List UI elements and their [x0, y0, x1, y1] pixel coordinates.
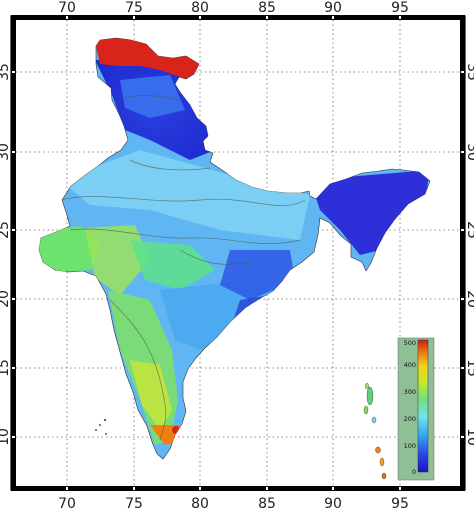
andaman-islands [363, 382, 387, 480]
island-dots [95, 418, 107, 435]
lat-label-right-25: 25 [464, 221, 474, 239]
longitude-labels-top: 70 75 80 85 90 95 [58, 0, 409, 16]
region-himalaya-lighter [120, 75, 185, 118]
lat-label-right-35: 35 [464, 63, 474, 81]
colorbar-label-100: 100 [404, 442, 416, 450]
lat-label-left-35: 35 [0, 63, 12, 81]
lat-label-left-30: 30 [0, 143, 12, 161]
contour-lines [59, 95, 306, 441]
colorbar-ramp [417, 339, 429, 473]
region-northeast [310, 170, 430, 255]
frame-bars [11, 15, 465, 491]
lat-label-left-25: 25 [0, 221, 12, 239]
lat-label-left-20: 20 [0, 290, 12, 308]
lon-label-bottom-95: 95 [391, 496, 409, 512]
lat-label-right-20: 20 [464, 290, 474, 308]
colorbar-label-0: 0 [412, 468, 416, 476]
india-landmass [38, 37, 431, 460]
colorbar-label-500: 500 [404, 339, 416, 347]
region-ghats-yellow [130, 360, 172, 430]
colorbar-label-400: 400 [404, 361, 416, 369]
colorbar-tick-labels: 0 100 200 300 400 500 [404, 339, 416, 476]
lat-label-left-15: 15 [0, 359, 12, 377]
lon-label-bottom-70: 70 [58, 496, 76, 512]
region-central-green [130, 240, 215, 290]
lon-label-top-85: 85 [258, 0, 276, 16]
map-frame [10, 15, 466, 491]
region-north-red [96, 38, 199, 79]
region-plains [60, 150, 310, 240]
latitude-labels-right: 10 15 20 25 30 35 [464, 63, 474, 446]
latitude-labels-left: 10 15 20 25 30 35 [0, 63, 12, 446]
lon-label-bottom-80: 80 [191, 496, 209, 512]
lon-label-top-80: 80 [191, 0, 209, 16]
value-field [39, 38, 430, 445]
lat-label-left-10: 10 [0, 428, 12, 446]
lon-label-top-95: 95 [391, 0, 409, 16]
lon-label-top-75: 75 [125, 0, 143, 16]
lat-label-right-15: 15 [464, 359, 474, 377]
longitude-labels-bottom: 70 75 80 85 90 95 [58, 496, 409, 512]
lat-label-right-30: 30 [464, 143, 474, 161]
colorbar: 0 100 200 300 400 500 [397, 337, 435, 481]
colorbar-label-200: 200 [404, 415, 416, 423]
frame-bar-breaks [12, 16, 464, 490]
lon-label-bottom-90: 90 [324, 496, 342, 512]
colorbar-background [397, 337, 435, 481]
region-west-green [39, 226, 100, 272]
lon-label-top-70: 70 [58, 0, 76, 16]
lon-label-bottom-85: 85 [258, 496, 276, 512]
lon-label-top-90: 90 [324, 0, 342, 16]
lon-label-bottom-75: 75 [125, 496, 143, 512]
lat-label-right-10: 10 [464, 428, 474, 446]
colorbar-label-300: 300 [404, 388, 416, 396]
